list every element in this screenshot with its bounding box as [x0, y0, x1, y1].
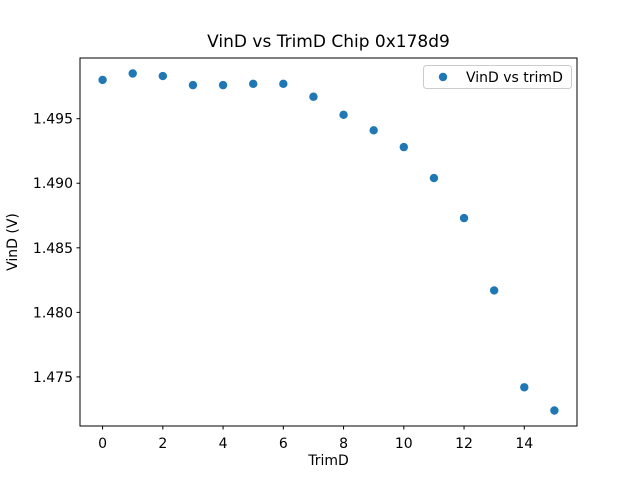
- scatter-point: [128, 69, 137, 78]
- y-axis-ticks: 1.475 1.480 1.485 1.490 1.495: [33, 112, 80, 386]
- scatter-point: [550, 406, 559, 415]
- y-tick-label: 1.480: [33, 305, 73, 321]
- legend-label: VinD vs trimD: [466, 70, 563, 86]
- scatter-series: [98, 69, 559, 415]
- legend-marker-icon: [438, 72, 448, 82]
- y-tick-label: 1.490: [33, 176, 73, 192]
- scatter-point: [248, 79, 258, 89]
- scatter-point: [279, 79, 288, 89]
- x-tick-label: 10: [395, 436, 413, 452]
- x-axis-ticks: 0 2 4 6 8 10 12 14: [98, 426, 533, 452]
- plot-area: [79, 57, 578, 427]
- scatter-point: [218, 80, 228, 90]
- y-tick-label: 1.495: [33, 112, 73, 128]
- x-tick-label: 6: [279, 436, 288, 452]
- x-tick-label: 12: [455, 436, 473, 452]
- legend: VinD vs trimD: [423, 65, 572, 89]
- scatter-point: [459, 213, 469, 223]
- scatter-point: [399, 142, 409, 152]
- scatter-point: [188, 80, 198, 90]
- scatter-point: [489, 286, 499, 295]
- legend-box: [423, 65, 572, 89]
- scatter-point: [309, 92, 318, 101]
- scatter-point: [158, 71, 168, 81]
- scatter-point: [339, 110, 348, 120]
- chart-title: VinD vs TrimD Chip 0x178d9: [207, 32, 450, 52]
- y-axis-label: VinD (V): [5, 213, 21, 271]
- scatter-point: [429, 173, 439, 183]
- x-tick-label: 4: [219, 436, 228, 452]
- x-tick-label: 2: [158, 436, 167, 452]
- scatter-point: [98, 75, 107, 85]
- x-axis-label: TrimD: [307, 453, 349, 469]
- scatter-point: [369, 126, 378, 135]
- y-tick-label: 1.475: [33, 370, 73, 386]
- scatter-point: [520, 383, 529, 392]
- x-tick-label: 8: [339, 436, 348, 452]
- y-tick-label: 1.485: [33, 241, 73, 257]
- x-tick-label: 0: [98, 436, 107, 452]
- x-tick-label: 14: [515, 436, 533, 452]
